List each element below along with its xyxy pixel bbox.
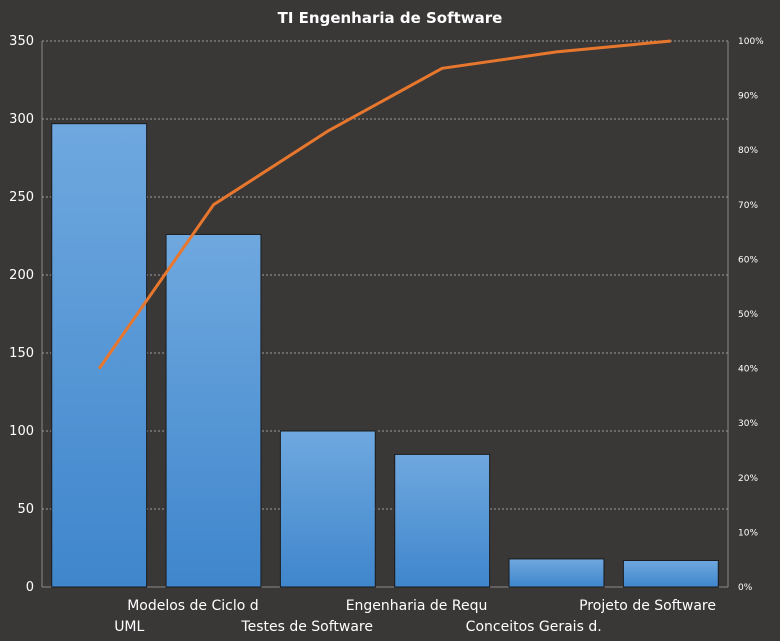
bars: [51, 123, 719, 588]
y2-tick-label: 20%: [738, 474, 758, 484]
y2-tick-label: 80%: [738, 146, 758, 156]
y-tick-label: 350: [9, 34, 34, 49]
y-tick-label: 0: [26, 580, 34, 595]
bar: [279, 430, 376, 588]
y2-tick-label: 90%: [738, 92, 758, 102]
x-category-label: Projeto de Software: [579, 598, 716, 614]
gridlines: [41, 40, 729, 588]
y-axis-right: 0% 10% 20% 30% 40% 50% 60% 70% 80% 90% 100%: [738, 37, 764, 593]
y-tick-label: 200: [9, 268, 34, 283]
bar: [165, 233, 262, 588]
x-category-label: Conceitos Gerais d.: [466, 619, 602, 635]
y-tick-label: 50: [17, 502, 34, 517]
bar: [622, 559, 719, 588]
bar: [394, 453, 491, 588]
x-category-label: Modelos de Ciclo d: [127, 598, 258, 614]
bar: [51, 123, 148, 588]
x-axis: UML Modelos de Ciclo d Testes de Software E…: [114, 598, 716, 635]
x-category-label: UML: [114, 619, 144, 635]
cumulative-line: [97, 39, 671, 370]
y2-tick-label: 60%: [738, 255, 758, 265]
y-tick-label: 150: [9, 346, 34, 361]
x-category-label: Testes de Software: [240, 619, 373, 635]
y2-tick-label: 10%: [738, 528, 758, 538]
y2-tick-label: 100%: [738, 37, 764, 47]
y-tick-label: 100: [9, 424, 34, 439]
y-tick-label: 300: [9, 112, 34, 127]
y2-tick-label: 40%: [738, 365, 758, 375]
y2-tick-label: 0%: [738, 583, 753, 593]
y-tick-label: 250: [9, 190, 34, 205]
cumulative-percent-line: [97, 39, 671, 370]
y2-tick-label: 30%: [738, 419, 758, 429]
chart-title: TI Engenharia de Software: [278, 9, 503, 27]
bar: [508, 558, 605, 588]
y-axis-left: 0 50 100 150 200 250 300 350: [9, 34, 34, 595]
y2-tick-label: 50%: [738, 310, 758, 320]
x-category-label: Engenharia de Requ: [346, 598, 488, 614]
y2-tick-label: 70%: [738, 201, 758, 211]
